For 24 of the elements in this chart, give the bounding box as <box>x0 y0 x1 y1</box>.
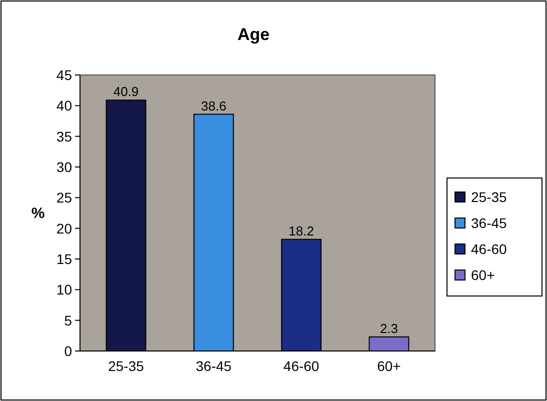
y-tick-label: 25 <box>56 190 72 206</box>
data-label: 2.3 <box>380 320 398 336</box>
y-tick-label: 30 <box>56 159 72 175</box>
legend-label: 46-60 <box>471 241 508 257</box>
x-tick-label: 36-45 <box>196 358 232 374</box>
data-label: 18.2 <box>288 223 314 238</box>
legend-label: 25-35 <box>471 189 508 205</box>
x-tick-label: 60+ <box>377 358 401 374</box>
y-tick-label: 40 <box>56 98 72 114</box>
y-axis-title: % <box>31 205 45 222</box>
y-tick-label: 15 <box>56 251 72 267</box>
y-tick-label: 0 <box>64 343 72 359</box>
y-tick-label: 35 <box>56 128 72 144</box>
y-tick-label: 10 <box>56 282 72 298</box>
legend-label: 60+ <box>471 267 495 283</box>
chart-title: Age <box>237 25 270 44</box>
legend-label: 36-45 <box>471 215 508 231</box>
y-tick-label: 45 <box>56 67 72 83</box>
data-label: 38.6 <box>201 98 226 114</box>
x-tick-label: 25-35 <box>108 358 144 374</box>
y-tick-label: 5 <box>64 312 72 328</box>
data-label: 40.9 <box>113 84 139 100</box>
x-tick-label: 46-60 <box>283 358 320 374</box>
y-tick-label: 20 <box>56 220 72 236</box>
